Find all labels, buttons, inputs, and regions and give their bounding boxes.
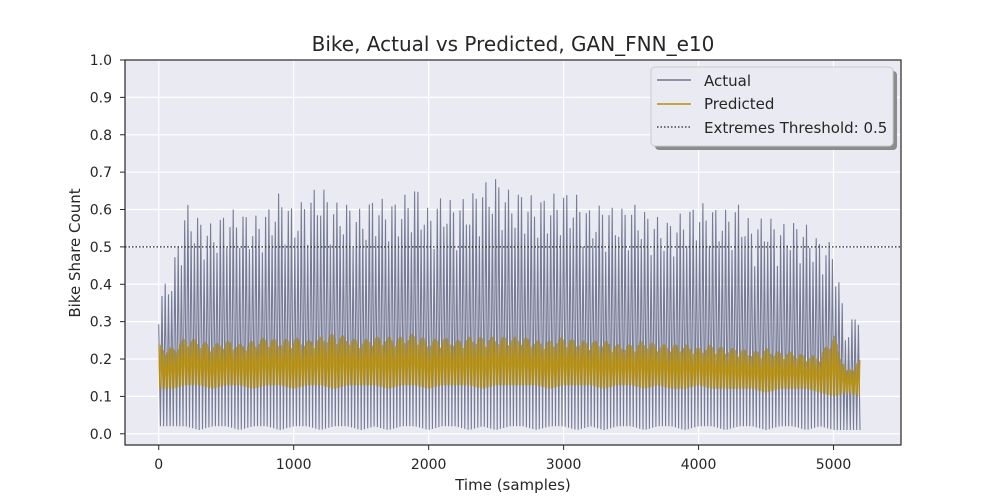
x-tick-label: 3000: [546, 457, 582, 473]
legend-label-threshold: Extremes Threshold: 0.5: [704, 119, 887, 137]
y-tick-label: 0.9: [90, 90, 112, 106]
y-tick-label: 0.6: [90, 203, 112, 219]
legend-label-actual: Actual: [704, 72, 751, 90]
x-tick-label: 4000: [681, 457, 717, 473]
y-tick-label: 0.0: [90, 427, 112, 443]
legend: Actual Predicted Extremes Threshold: 0.5: [650, 66, 897, 150]
y-tick-label: 1.0: [90, 53, 112, 69]
x-axis-ticks: 0 1000 2000 3000 4000 5000: [154, 445, 851, 473]
legend-box: [650, 66, 894, 147]
y-axis-ticks: 0.0 0.1 0.2 0.3 0.4 0.5 0.6 0.7 0.8 0.9 1.0: [90, 53, 125, 443]
plot-frame: [124, 59, 902, 446]
x-tick-label: 0: [154, 457, 163, 473]
x-axis-label: Time (samples): [454, 476, 571, 494]
x-tick-label: 5000: [816, 457, 852, 473]
y-tick-label: 0.2: [90, 352, 112, 368]
series-line-predicted: [158, 333, 861, 397]
x-tick-label: 2000: [411, 457, 447, 473]
chart-title: Bike, Actual vs Predicted, GAN_FNN_e10: [312, 32, 715, 56]
legend-label-predicted: Predicted: [704, 95, 774, 113]
y-tick-label: 0.8: [90, 128, 112, 144]
series-layer: [158, 179, 861, 431]
y-tick-label: 0.7: [90, 165, 112, 181]
y-tick-label: 0.4: [90, 277, 112, 293]
y-tick-label: 0.5: [90, 240, 112, 256]
y-tick-label: 0.3: [90, 315, 112, 331]
series-line-actual: [158, 179, 861, 431]
x-tick-label: 1000: [276, 457, 312, 473]
y-tick-label: 0.1: [90, 389, 112, 405]
y-axis-label: Bike Share Count: [66, 188, 84, 317]
